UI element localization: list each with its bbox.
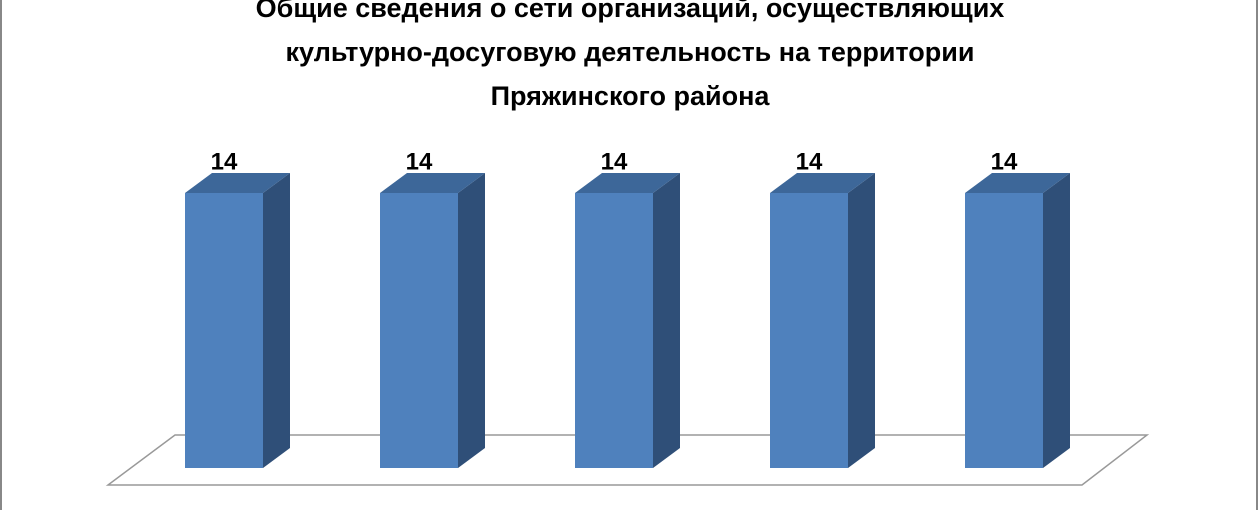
data-label: 14 <box>991 148 1018 175</box>
bar-top <box>185 173 290 193</box>
bar <box>770 193 848 468</box>
bar <box>380 193 458 468</box>
data-label: 14 <box>211 148 238 175</box>
data-label: 14 <box>406 148 433 175</box>
bar-side <box>848 173 875 468</box>
bar-side <box>653 173 680 468</box>
bar <box>575 193 653 468</box>
chart-title: Общие сведения о сети организаций, осуще… <box>255 0 1005 111</box>
data-label: 14 <box>601 148 628 175</box>
bar-side <box>1043 173 1070 468</box>
bar-side <box>263 173 290 468</box>
bar-top <box>575 173 680 193</box>
bar-top <box>965 173 1070 193</box>
bar-top <box>380 173 485 193</box>
bar <box>185 193 263 468</box>
data-label: 14 <box>796 148 823 175</box>
bar <box>965 193 1043 468</box>
bar-side <box>458 173 485 468</box>
bar-top <box>770 173 875 193</box>
